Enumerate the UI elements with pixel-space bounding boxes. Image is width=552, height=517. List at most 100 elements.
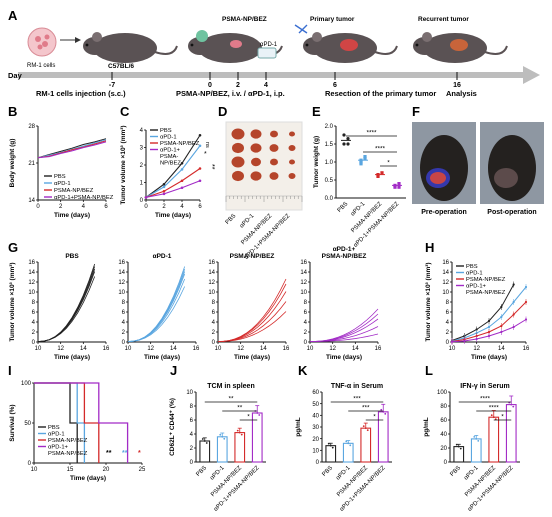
panel-h-xtick: 14 bbox=[498, 346, 505, 352]
panelL-ytick: 40 bbox=[440, 432, 447, 438]
panel-g-3-xtick: 14 bbox=[352, 346, 359, 352]
panel-b-legend-item: PSMA-NP/BEZ bbox=[54, 188, 94, 194]
panel-g-ylabel: Tumor volume ×10³ (mm³) bbox=[9, 262, 16, 341]
panel-g-0-xtick: 12 bbox=[57, 346, 64, 352]
panel-g-3-ytick: 0 bbox=[304, 340, 308, 346]
panel-g-0-xtick: 16 bbox=[103, 346, 110, 352]
panelL-group-label: PSMA-NP/BEZ bbox=[464, 465, 497, 498]
panel-g-2-ytick: 16 bbox=[208, 260, 215, 266]
timeline-ticks: -7 0 2 4 6 16 bbox=[109, 72, 461, 89]
panel-g-0-ytick: 10 bbox=[28, 290, 35, 296]
tumor-mark bbox=[450, 39, 468, 51]
panel-g-0-ytick: 6 bbox=[32, 310, 36, 316]
panel-h-ytick: 2 bbox=[446, 330, 450, 336]
panelK-sig: *** bbox=[362, 405, 370, 412]
panel-g-2-ytick: 14 bbox=[208, 270, 215, 276]
panel-c-point bbox=[198, 133, 202, 137]
panel-e-point bbox=[376, 173, 380, 177]
panelK-group-label: PBS bbox=[321, 465, 334, 478]
annotation-resection: Resection of the primary tumor bbox=[325, 89, 436, 98]
panelL-ytick: 60 bbox=[440, 418, 447, 424]
panel-c-point bbox=[180, 161, 184, 165]
nanoparticle-icon bbox=[196, 30, 208, 42]
panel-g-curve bbox=[37, 276, 96, 342]
panel-c-legend-item: NP/BEZ bbox=[160, 161, 181, 167]
tumor-specimen bbox=[250, 143, 262, 153]
panel-c-xtick: 2 bbox=[162, 204, 166, 210]
mouse-body bbox=[93, 33, 157, 63]
panel-g-xlabel: Time (days) bbox=[144, 354, 180, 361]
panel-g-curve bbox=[217, 311, 287, 342]
panelJ-group-label: PSMA-NP/BEZ bbox=[210, 465, 243, 498]
panel-e-point bbox=[393, 183, 397, 187]
panel-c-xlabel: Time (days) bbox=[155, 212, 191, 219]
panelL-ytick: 20 bbox=[440, 446, 447, 452]
panel-g-title: PBS bbox=[65, 253, 79, 260]
panelK-axes bbox=[321, 392, 392, 463]
panel-g-3-ytick: 2 bbox=[304, 330, 308, 336]
tumor-specimen bbox=[270, 130, 278, 138]
panel-e-point bbox=[376, 174, 380, 178]
panel-h-xtick: 12 bbox=[473, 346, 480, 352]
panelJ-ylabel: CD62L⁺ CD44⁺ (%) bbox=[169, 398, 176, 456]
panel-h-legend-item: αPD-1+ bbox=[466, 284, 487, 290]
panel-g-curve bbox=[37, 268, 96, 342]
panelL-sig: **** bbox=[489, 405, 500, 412]
panel-g-2-ytick: 12 bbox=[208, 280, 215, 286]
panel-c-sig2: ** bbox=[208, 164, 215, 170]
panel-g-curve bbox=[37, 266, 96, 342]
tumor-specimen bbox=[288, 173, 296, 179]
tumor-specimen bbox=[289, 131, 295, 137]
panel-b-xtick: 2 bbox=[59, 204, 63, 210]
panel-g-title: αPD-1 bbox=[153, 253, 172, 260]
panel-h-series-line bbox=[451, 284, 515, 341]
panel-g-2-ytick: 4 bbox=[212, 320, 216, 326]
panelJ-ytick: 6 bbox=[190, 418, 194, 424]
tumor-specimen bbox=[231, 156, 245, 168]
panelK-bar bbox=[360, 427, 372, 463]
panel-h-ytick: 6 bbox=[446, 310, 450, 316]
panelJ-sig: ** bbox=[237, 405, 243, 412]
panel-e-point bbox=[359, 160, 363, 164]
panel-g-2-xtick: 10 bbox=[215, 346, 222, 352]
panel-h-xtick: 16 bbox=[523, 346, 530, 352]
panel-c-ylabel: Tumor volume ×10³ (mm³) bbox=[120, 125, 127, 204]
panel-b-xtick: 4 bbox=[82, 204, 86, 210]
panelK-bar bbox=[377, 411, 389, 463]
panel-g-0-ytick: 2 bbox=[32, 330, 36, 336]
panel-h-legend-item: PSMA-NP/BEZ bbox=[466, 277, 506, 283]
panelK-sig: * bbox=[373, 414, 376, 421]
panel-g-0-ytick: 4 bbox=[32, 320, 36, 326]
panel-label-j: J bbox=[170, 363, 177, 378]
panel-g-2-xtick: 12 bbox=[237, 346, 244, 352]
panel-d-group-label: αPD-1 bbox=[239, 213, 256, 230]
tumor-specimen bbox=[232, 170, 244, 182]
panel-b-xlabel: Time (days) bbox=[54, 212, 90, 219]
panel-e-sig-c: * bbox=[387, 160, 390, 167]
panel-e-point bbox=[363, 155, 367, 159]
panelJ-sig: ** bbox=[228, 396, 234, 403]
panel-i-ylabel: Survival (%) bbox=[9, 404, 16, 441]
panelJ-sig: * bbox=[247, 414, 250, 421]
panel-g-curve bbox=[217, 283, 287, 342]
panel-g-2-xtick: 14 bbox=[260, 346, 267, 352]
panel-g-0-ytick: 8 bbox=[32, 300, 36, 306]
panel-b-ylabel: Body weight (g) bbox=[9, 139, 16, 188]
panel-g-1-ytick: 12 bbox=[118, 280, 125, 286]
primary-tumor-label: Primary tumor bbox=[310, 16, 355, 23]
panel-g-curve bbox=[217, 278, 287, 342]
panel-i-ytick: 0 bbox=[28, 461, 32, 467]
panel-i-ytick: 100 bbox=[21, 381, 32, 387]
panelL-group-label: αPD-1 bbox=[463, 465, 480, 482]
panel-c-point bbox=[180, 179, 184, 183]
panel-c-ytick: 2 bbox=[140, 163, 144, 169]
panel-g-1-ytick: 2 bbox=[122, 330, 126, 336]
panel-i-ytick: 50 bbox=[24, 421, 31, 427]
panel-g-3-ytick: 6 bbox=[304, 310, 308, 316]
panel-e-sig-a: **** bbox=[366, 130, 377, 137]
panel-i-xtick: 25 bbox=[139, 467, 146, 473]
panel-h-legend-item: PSMA-NP/BEZ bbox=[466, 290, 506, 296]
panel-e-point bbox=[393, 185, 397, 189]
antibody-vial-icon bbox=[257, 47, 277, 59]
